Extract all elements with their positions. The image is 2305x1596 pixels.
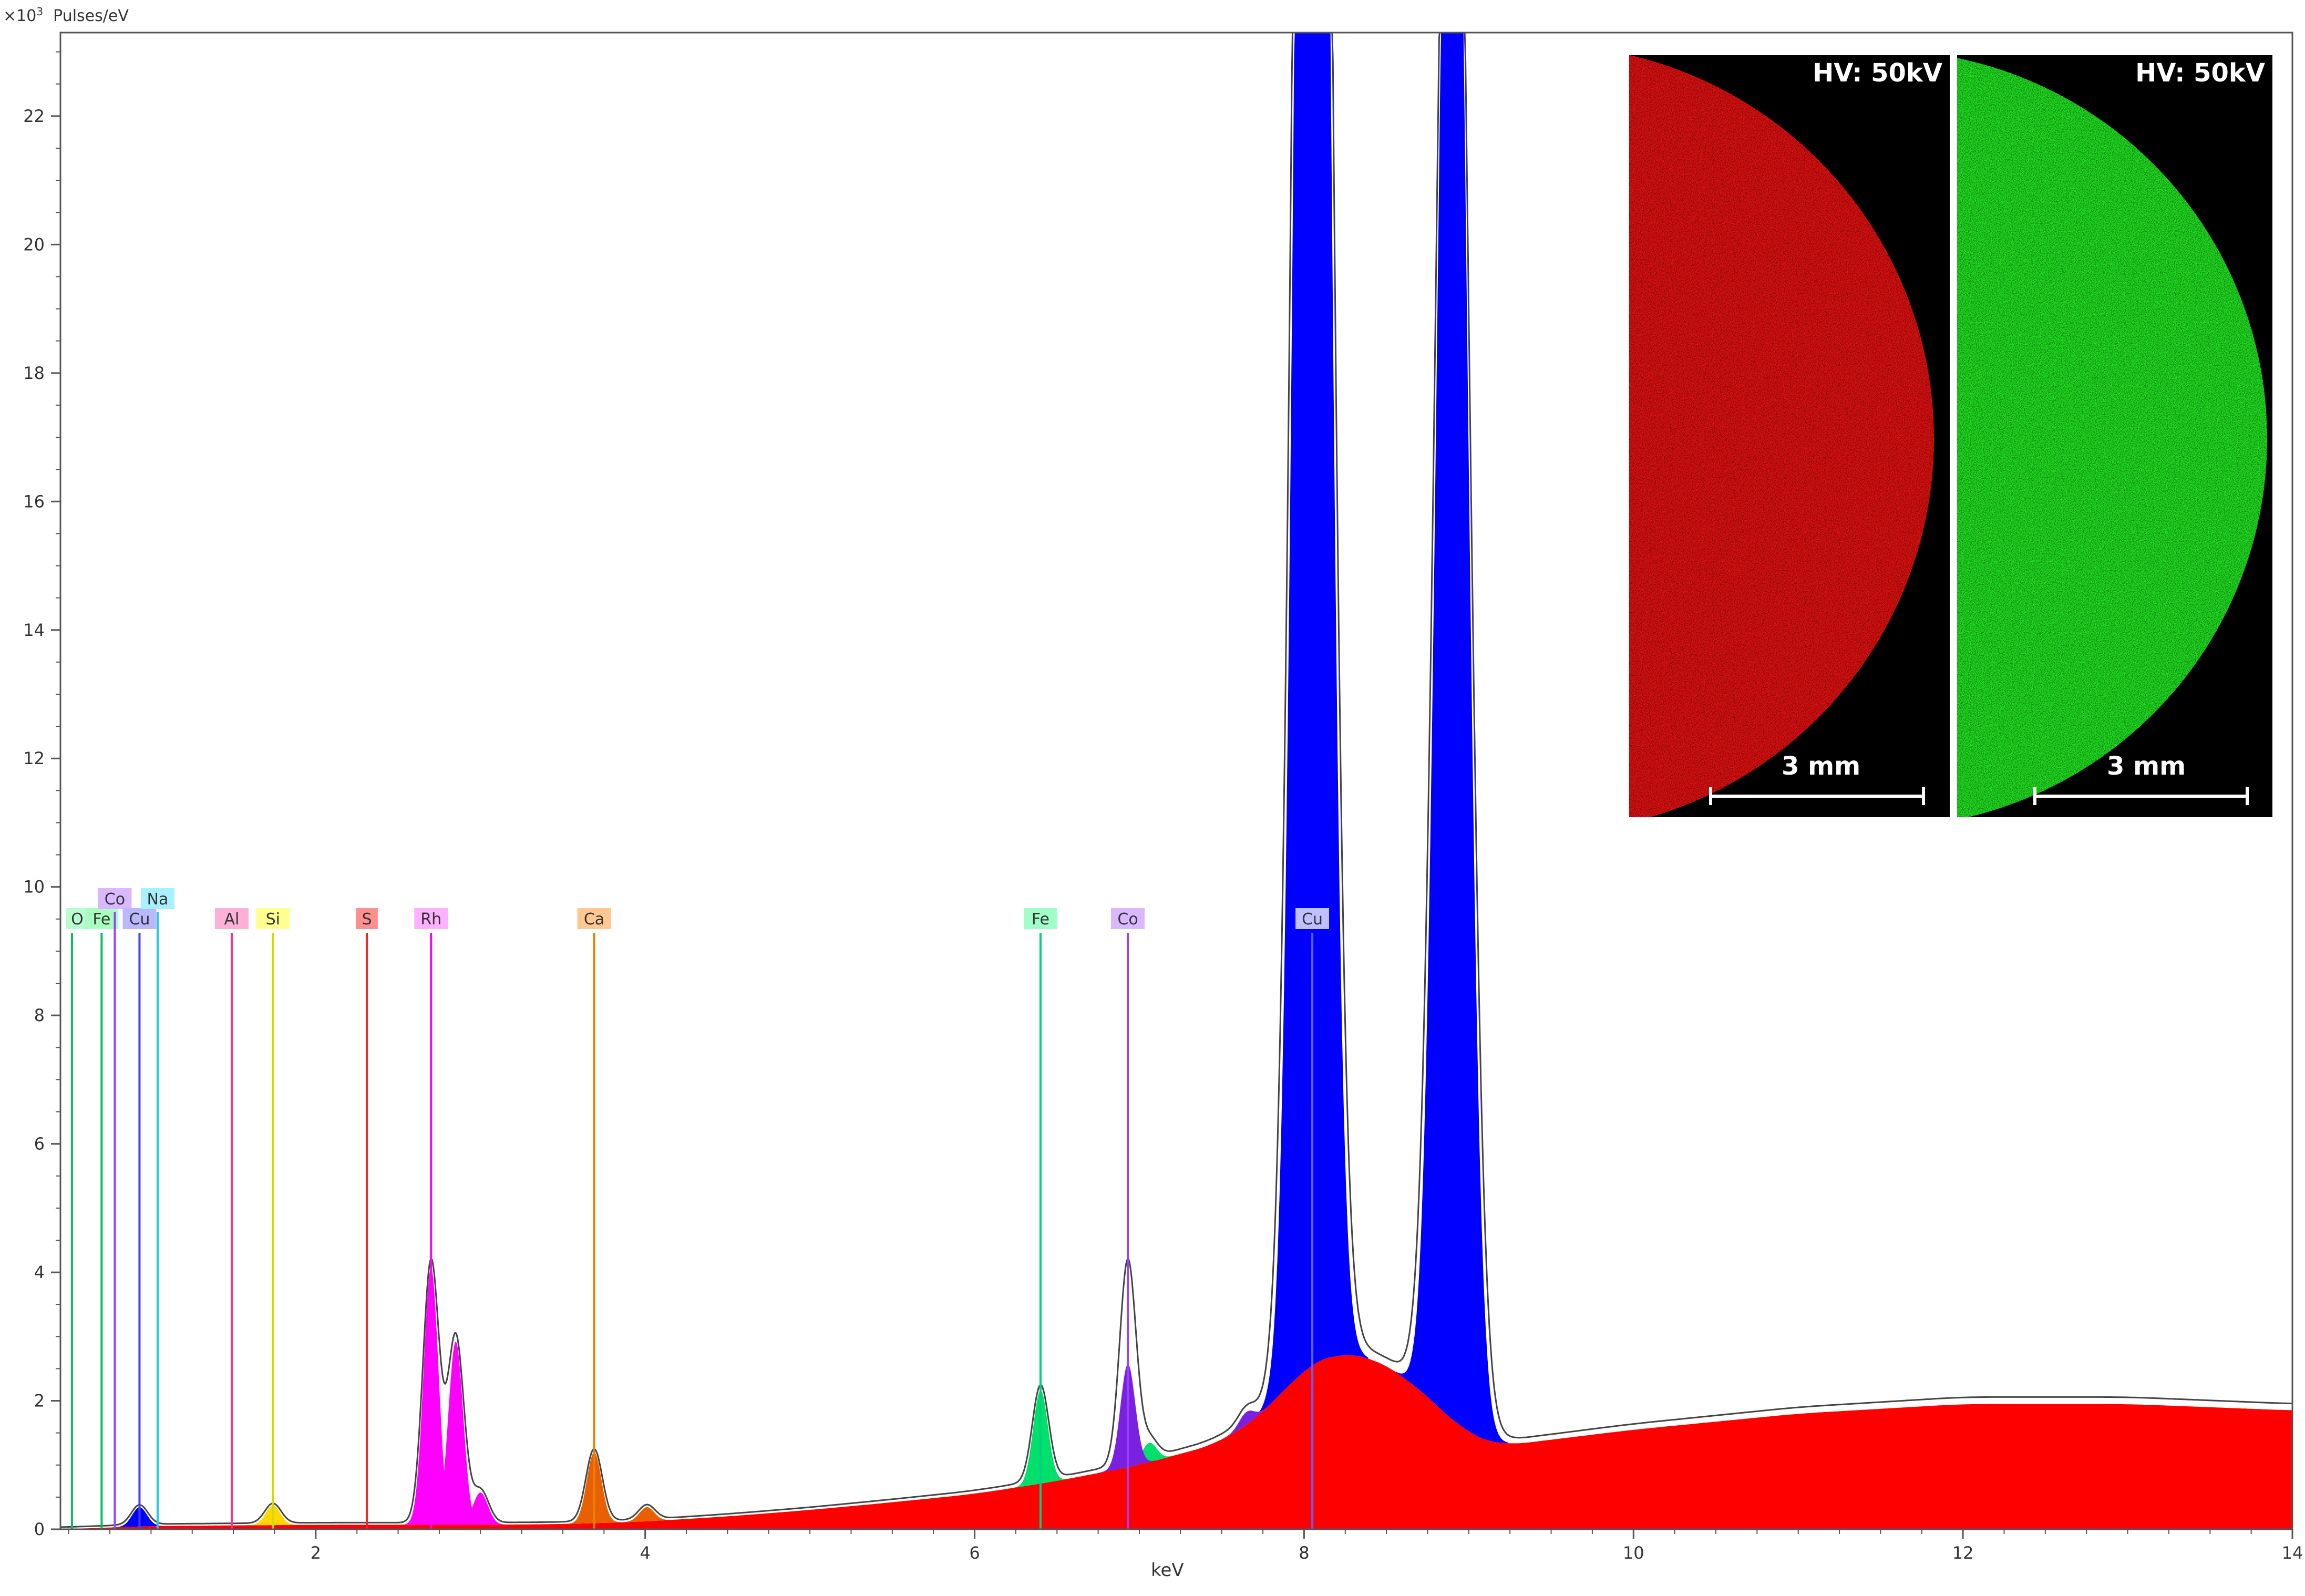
x-tick-label-4: 10 (1623, 1543, 1644, 1563)
y-tick-label-8: 16 (23, 491, 45, 511)
peak-s1-0 (1256, 33, 1368, 1417)
peak-s4-1 (1119, 1443, 1179, 1469)
x-tick-label-2: 6 (969, 1543, 980, 1563)
element-tag-co-11: Co (1117, 910, 1138, 929)
element-tag-bg-2 (98, 888, 132, 909)
element-tag-al-5: Al (224, 910, 240, 929)
element-tag-bg-8 (414, 908, 448, 929)
element-tag-bg-4 (140, 888, 174, 909)
plot-frame (59, 32, 2293, 1530)
y-tick-label-2: 4 (34, 1262, 45, 1282)
element-tag-bg-12 (1295, 908, 1330, 929)
y-axis-label: ×103 Pulses/eV (3, 5, 129, 25)
element-tag-co-2: Co (105, 890, 125, 909)
y-tick-label-6: 12 (23, 748, 45, 768)
y-tick-label-11: 22 (23, 106, 45, 126)
element-tag-bg-10 (1023, 908, 1057, 929)
scalebar-label: 3 mm (2107, 751, 2186, 781)
inset-map-red-image (1629, 55, 1934, 817)
element-tag-bg-9 (577, 908, 611, 929)
element-tag-cu-12: Cu (1302, 910, 1323, 929)
y-tick-label-3: 6 (34, 1134, 45, 1154)
peak-s1-1 (1396, 33, 1509, 1444)
sample-texture (1629, 55, 1934, 817)
element-tag-fe-1: Fe (92, 910, 110, 929)
element-tag-o-0: O (71, 910, 84, 929)
inset-map-green: HV: 50kV 3 mm (1957, 55, 2272, 817)
y-tick-label-5: 10 (23, 877, 45, 897)
inset-map-red: HV: 50kV 3 mm (1629, 55, 1950, 817)
peak-s3-1 (617, 1507, 677, 1522)
inset-hv-label: HV: 50kV (2135, 58, 2265, 88)
y-tick-label-7: 14 (23, 620, 45, 640)
scalebar-label: 3 mm (1782, 751, 1861, 781)
element-tag-bg-1 (85, 908, 119, 929)
peak-s2-1 (426, 1342, 486, 1525)
x-axis-label: keV (1151, 1560, 1184, 1581)
series-background-area (60, 1355, 2292, 1529)
element-tag-bg-0 (66, 908, 88, 929)
y-tick-label-0: 0 (34, 1519, 45, 1539)
peak-s2-2 (450, 1492, 510, 1525)
element-tag-bg-11 (1111, 908, 1145, 929)
element-tag-fe-10: Fe (1032, 910, 1049, 929)
x-tick-label-0: 2 (311, 1543, 321, 1563)
x-tick-label-5: 12 (1952, 1543, 1974, 1563)
y-tick-label-4: 8 (34, 1005, 45, 1025)
element-tag-bg-5 (214, 908, 249, 929)
peak-s5-1 (1217, 1398, 1277, 1442)
element-tag-bg-7 (355, 908, 378, 929)
y-axis-exponent: 3 (36, 5, 44, 18)
x-tick-label-1: 4 (640, 1543, 651, 1563)
y-tick-label-9: 18 (23, 363, 45, 383)
y-tick-label-1: 2 (34, 1391, 45, 1411)
element-tag-rh-8: Rh (420, 910, 441, 929)
element-tag-bg-6 (256, 908, 290, 929)
sample-texture (1957, 55, 2267, 817)
element-tag-na-4: Na (147, 890, 169, 909)
element-tag-s-7: S (362, 910, 372, 929)
element-tag-ca-9: Ca (584, 910, 604, 929)
x-tick-label-6: 14 (2282, 1543, 2303, 1563)
element-tag-si-6: Si (266, 910, 280, 929)
inset-map-green-image (1957, 55, 2267, 817)
element-tag-bg-3 (122, 908, 157, 929)
element-tag-cu-3: Cu (129, 910, 150, 929)
x-tick-label-3: 8 (1299, 1543, 1309, 1563)
inset-hv-label: HV: 50kV (1813, 58, 1942, 88)
y-axis-scale: ×10 (3, 7, 37, 25)
series-measured-line (60, 33, 2292, 1528)
y-tick-label-10: 20 (23, 234, 45, 254)
y-axis-title: Pulses/eV (53, 7, 129, 25)
